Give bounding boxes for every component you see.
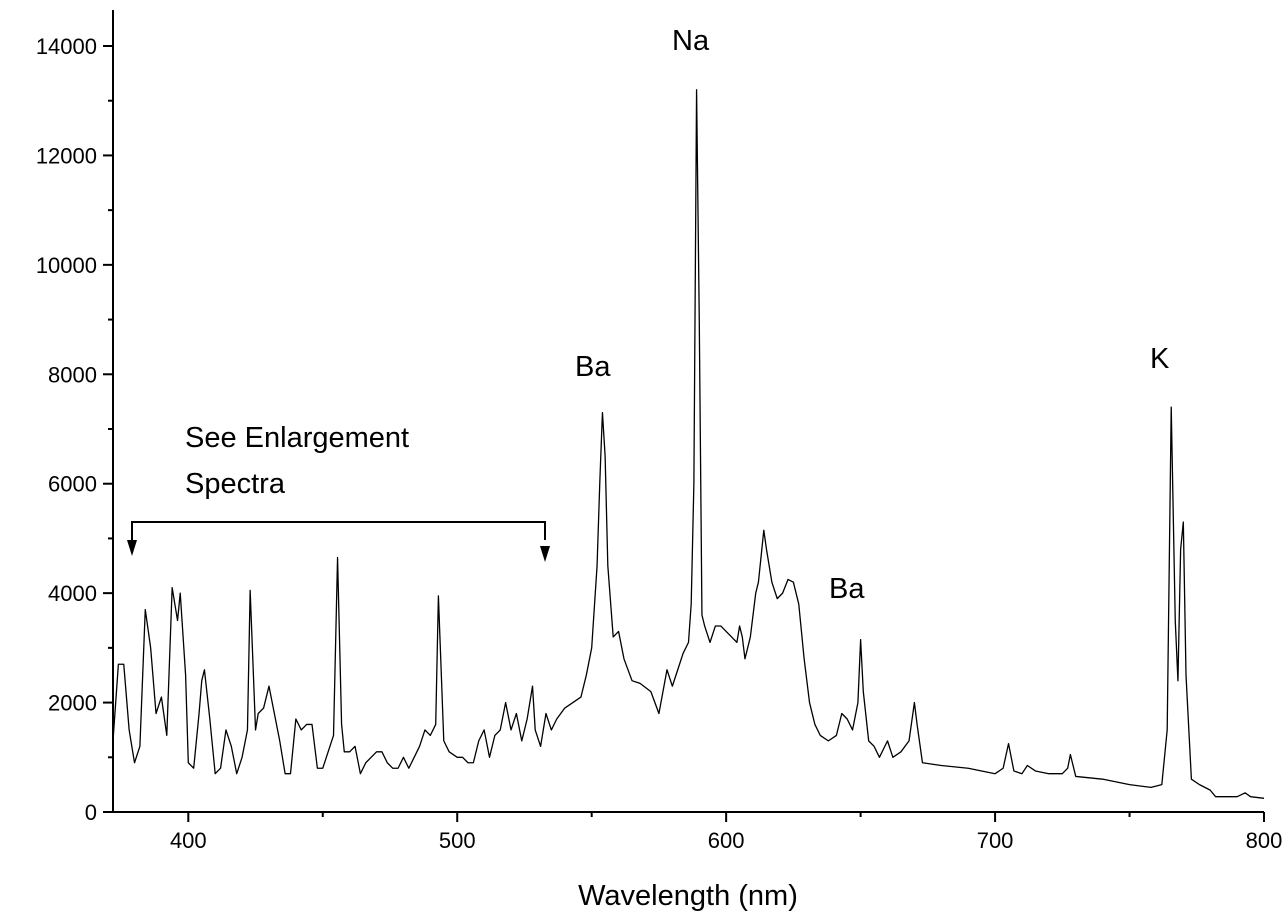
x-tick-label: 700 [977, 828, 1014, 853]
y-tick-label: 8000 [48, 362, 97, 387]
y-tick-label: 4000 [48, 581, 97, 606]
y-tick-label: 2000 [48, 691, 97, 716]
y-tick-label: 0 [85, 800, 97, 825]
annotation: See Enlargement Spectra [185, 422, 410, 500]
x-tick-label: 600 [708, 828, 745, 853]
arrow-head [127, 540, 137, 556]
x-tick-label: 800 [1246, 828, 1282, 853]
annotation: K [1150, 343, 1170, 375]
arrow-head [540, 546, 550, 562]
annotation: Na [672, 25, 710, 57]
y-tick-label: 14000 [36, 34, 97, 59]
y-tick-label: 12000 [36, 143, 97, 168]
x-tick-label: 500 [439, 828, 476, 853]
x-axis-title: Wavelength (nm) [578, 880, 798, 912]
bracket [131, 521, 546, 540]
spectrum-line [112, 89, 1265, 799]
x-tick-label: 400 [170, 828, 207, 853]
y-tick-label: 6000 [48, 472, 97, 497]
annotation: Ba [829, 573, 865, 605]
y-tick-label: 10000 [36, 253, 97, 278]
annotation: Ba [575, 351, 611, 383]
